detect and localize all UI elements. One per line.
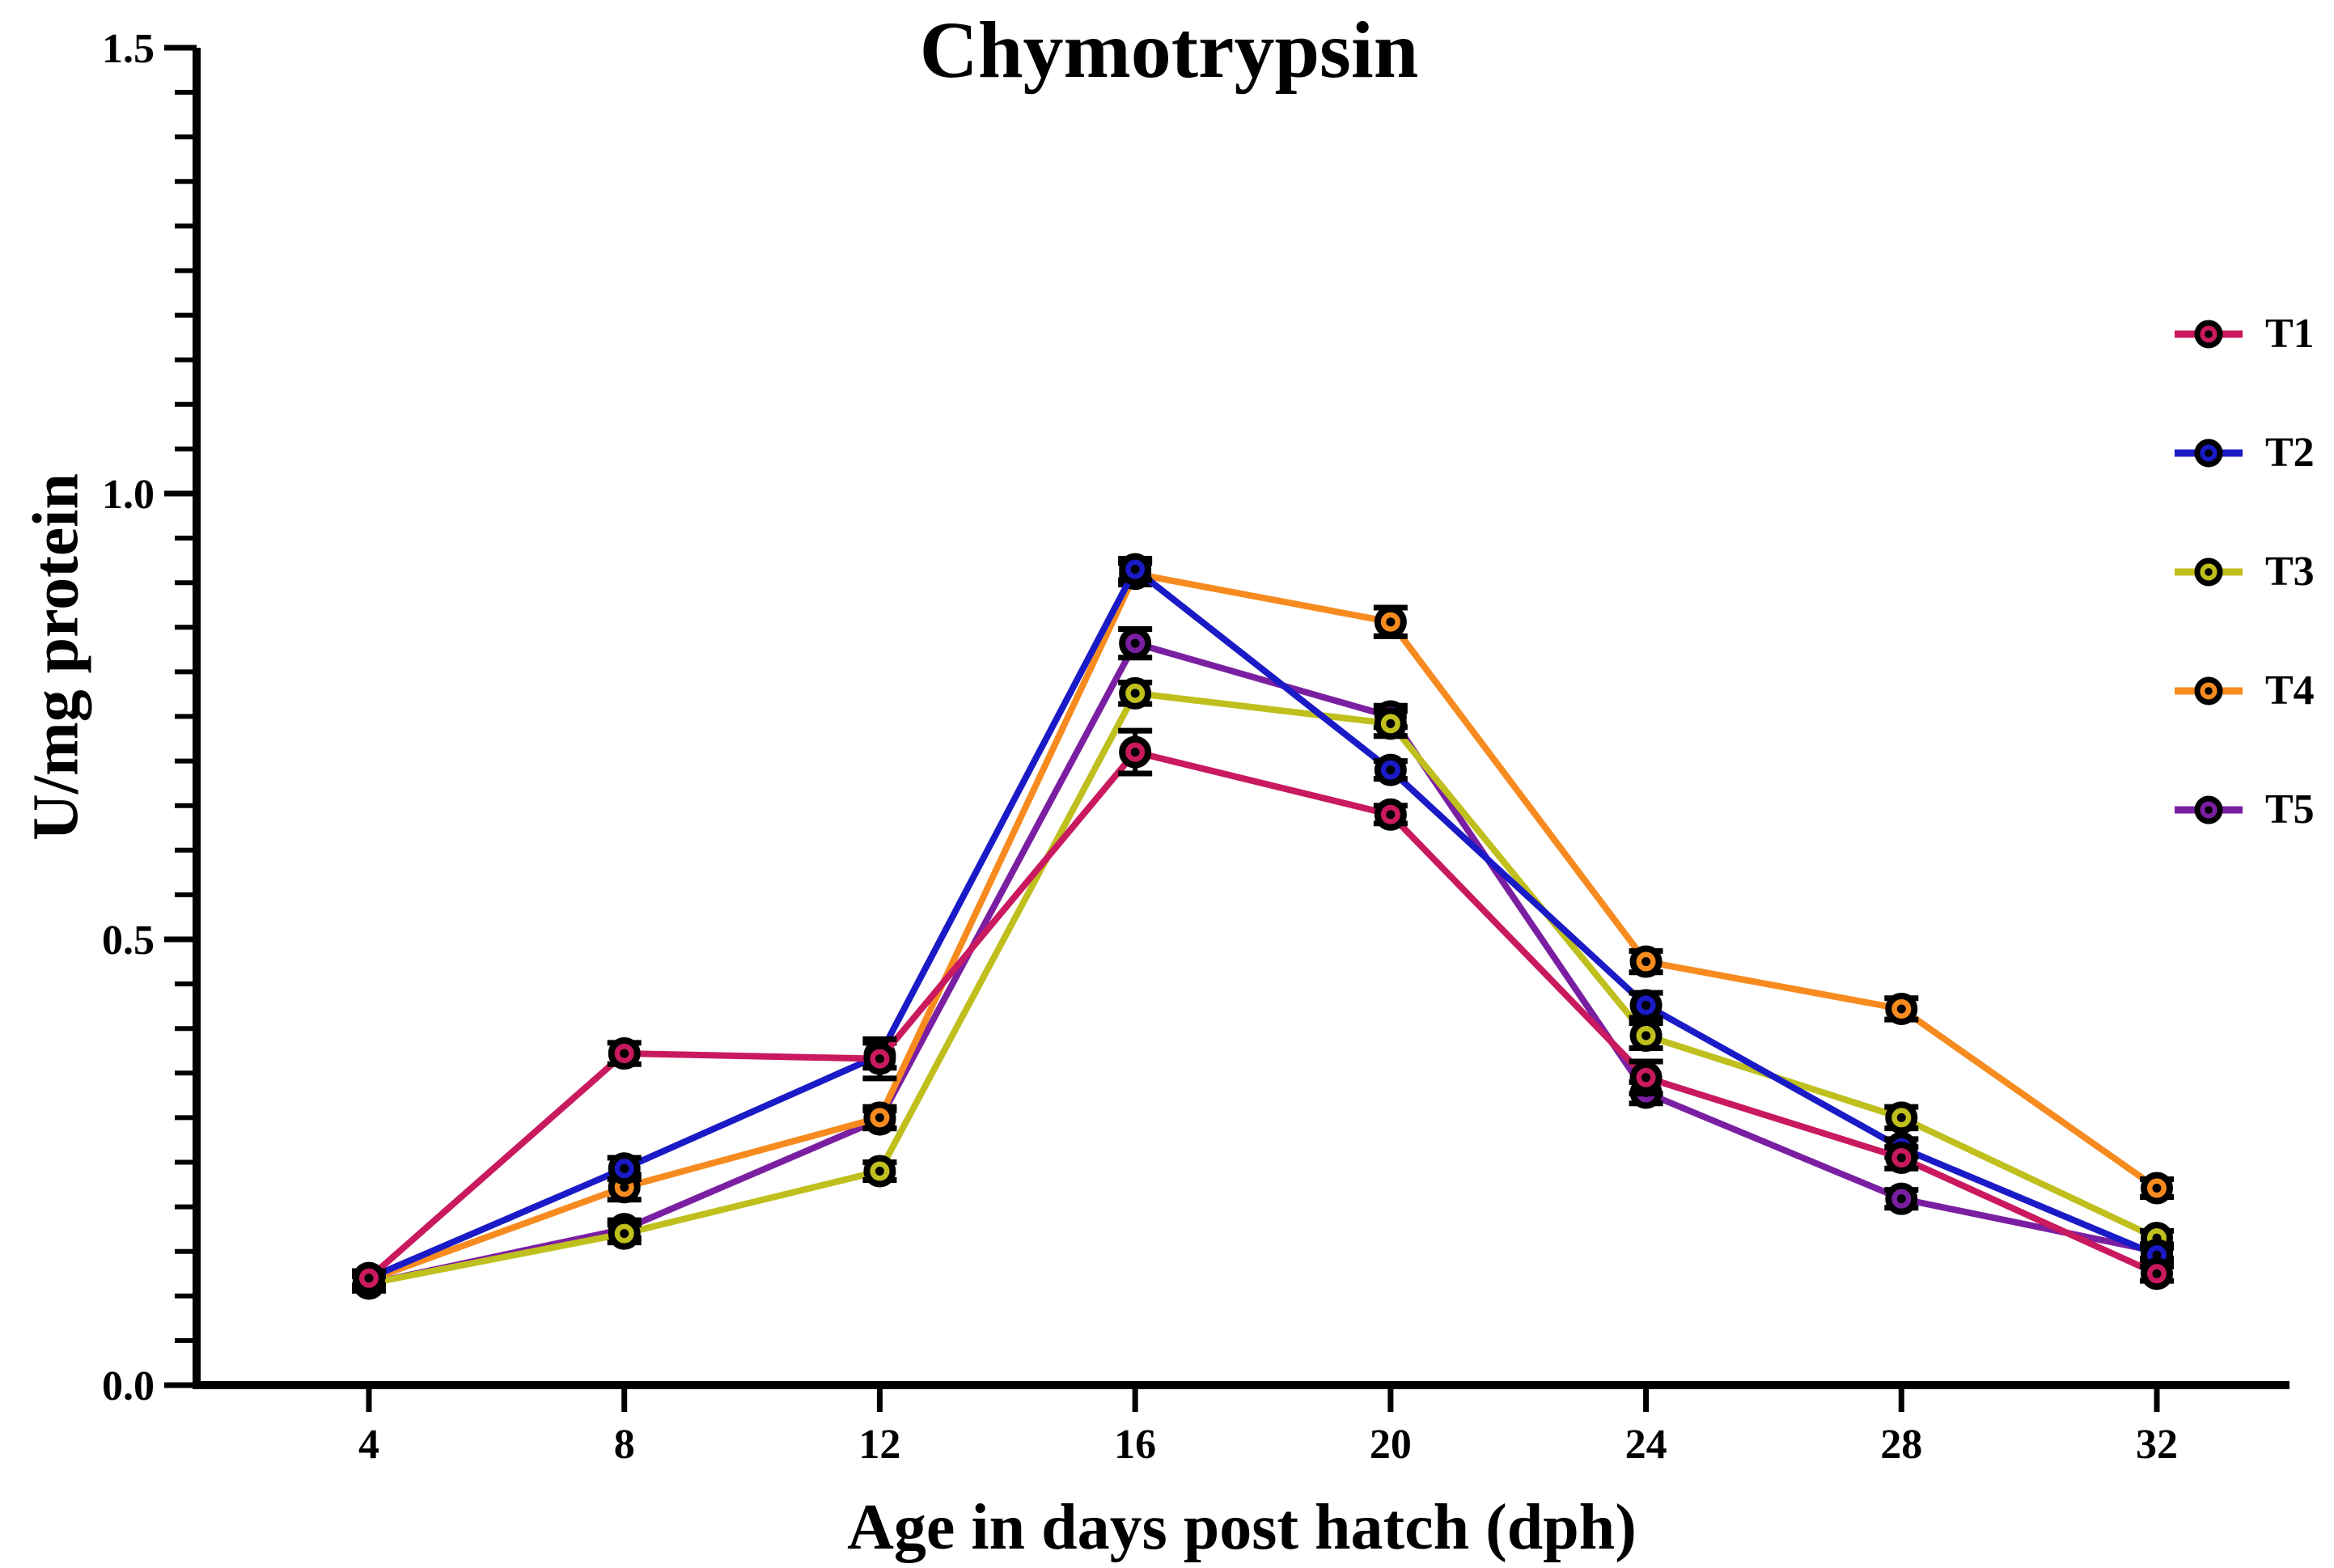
legend-marker-dot: [2205, 687, 2213, 695]
legend-marker-dot: [2205, 330, 2213, 338]
marker-center-dot: [1386, 718, 1396, 728]
x-tick-label: 16: [1114, 1422, 1156, 1468]
legend-item-t3: T3: [2175, 549, 2315, 595]
marker-center-dot: [1896, 1153, 1906, 1163]
y-tick-label: 0.5: [102, 917, 155, 964]
marker-center-dot: [1386, 765, 1396, 775]
legend-item-t2: T2: [2175, 430, 2315, 476]
marker-center-dot: [1386, 617, 1396, 627]
marker-center-dot: [2152, 1269, 2162, 1278]
series-T3-line: [368, 689, 2158, 1287]
legend-marker-t1-icon: [2175, 320, 2243, 349]
marker-center-dot: [2152, 1250, 2162, 1260]
marker-center-dot: [2152, 1183, 2162, 1193]
legend-label-t5: T5: [2265, 786, 2315, 833]
marker-center-dot: [1130, 748, 1140, 757]
y-tick-label: 1.0: [102, 472, 155, 518]
chart-title: Chymotrypsin: [919, 5, 1419, 95]
series-T1: [352, 727, 2174, 1295]
marker-center-dot: [1641, 1031, 1651, 1040]
legend: T1 T2 T3 T4 T5: [2175, 311, 2315, 909]
legend-item-t1: T1: [2175, 311, 2315, 357]
x-tick-label: 12: [858, 1422, 900, 1468]
series-T4: [352, 557, 2174, 1296]
x-axis-title: Age in days post hatch (dph): [847, 1492, 1637, 1563]
marker-center-dot: [1641, 1073, 1651, 1083]
marker-center-dot: [875, 1167, 884, 1176]
marker-center-dot: [620, 1163, 629, 1173]
marker-center-dot: [620, 1182, 629, 1192]
marker-center-dot: [875, 1112, 884, 1122]
x-tick-label: 24: [1625, 1422, 1667, 1468]
legend-marker-t2-icon: [2175, 439, 2243, 468]
marker-center-dot: [1641, 1001, 1651, 1011]
legend-label-t1: T1: [2265, 311, 2315, 357]
legend-label-t3: T3: [2265, 549, 2315, 595]
series-T1-line: [366, 748, 2158, 1281]
marker-center-dot: [1130, 565, 1140, 574]
x-tick-label: 28: [1880, 1422, 1922, 1468]
legend-marker-dot: [2205, 568, 2213, 576]
legend-label-t4: T4: [2265, 667, 2315, 714]
marker-center-dot: [1386, 810, 1396, 820]
legend-item-t4: T4: [2175, 667, 2315, 714]
legend-marker-t4-icon: [2175, 676, 2243, 706]
series-T2-line: [367, 564, 2158, 1282]
x-tick-label: 32: [2136, 1422, 2178, 1468]
legend-label-t2: T2: [2265, 430, 2315, 476]
marker-center-dot: [364, 1273, 374, 1283]
legend-marker-t3-icon: [2175, 557, 2243, 587]
marker-center-dot: [1896, 1112, 1906, 1122]
legend-item-t5: T5: [2175, 786, 2315, 833]
marker-center-dot: [1130, 638, 1140, 648]
marker-center-dot: [620, 1229, 629, 1239]
x-tick-label: 8: [614, 1422, 635, 1468]
y-tick-label: 0.0: [102, 1363, 155, 1409]
x-tick-label: 20: [1370, 1422, 1412, 1468]
marker-center-dot: [1641, 957, 1651, 967]
legend-marker-t5-icon: [2175, 795, 2243, 824]
y-tick-label: 1.5: [102, 26, 155, 72]
series-T2: [352, 553, 2174, 1295]
legend-marker-dot: [2205, 449, 2213, 457]
marker-center-dot: [1896, 1004, 1906, 1014]
series-T4-line: [367, 570, 2159, 1283]
x-tick-label: 4: [358, 1422, 379, 1468]
marker-center-dot: [1896, 1194, 1906, 1204]
marker-center-dot: [875, 1054, 884, 1064]
marker-center-dot: [620, 1049, 629, 1058]
marker-center-dot: [1130, 689, 1140, 698]
series-T5-line: [368, 639, 2158, 1287]
series-T3: [352, 676, 2174, 1300]
legend-marker-dot: [2205, 806, 2213, 814]
